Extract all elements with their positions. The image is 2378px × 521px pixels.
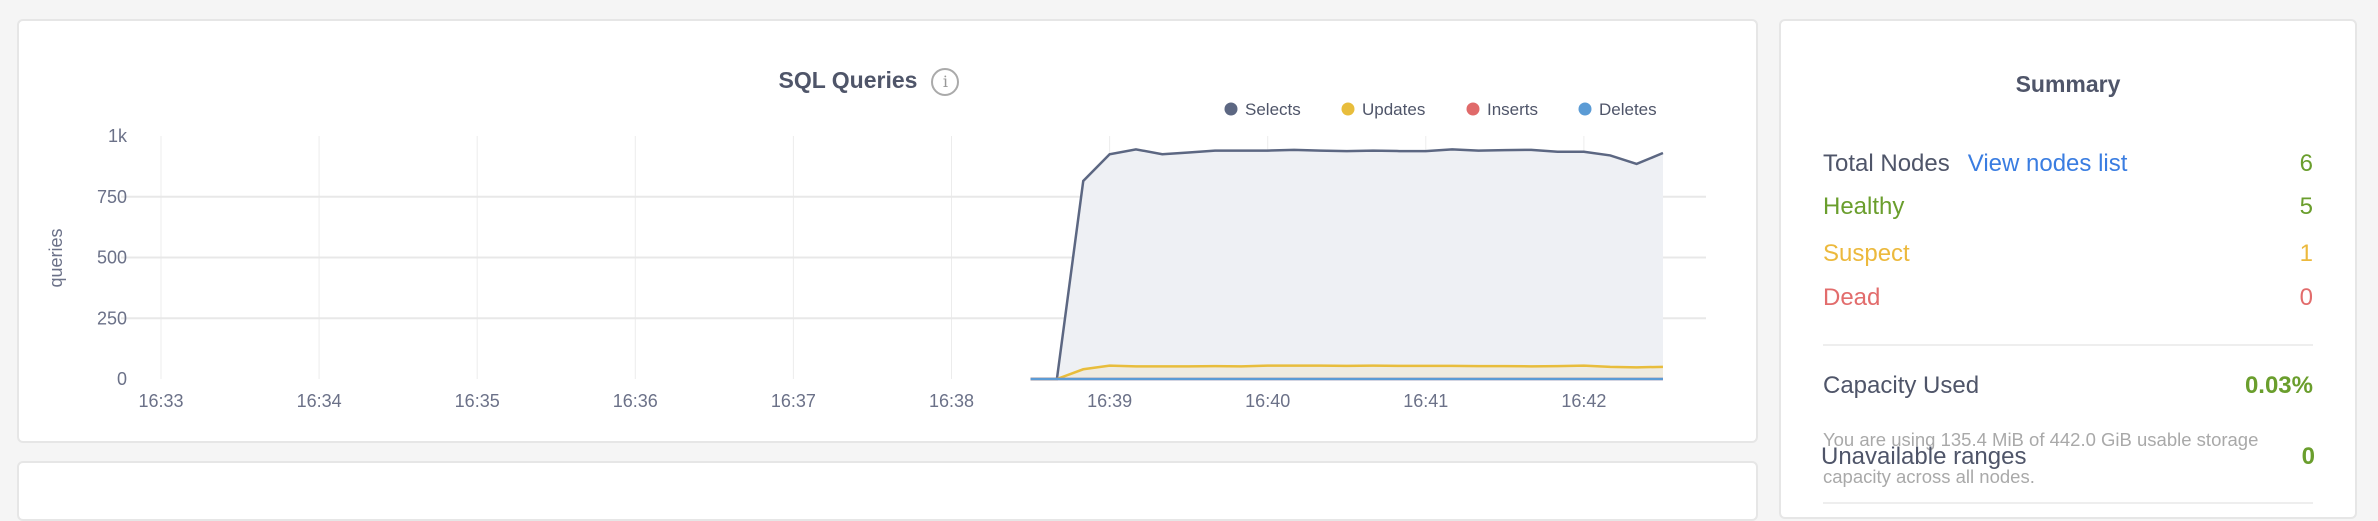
sql-queries-chart: 16:33 16:34 16:35 16:36 16:37 16:38 16:39 16:40… bbox=[46, 100, 1706, 411]
suspect-label: Suspect bbox=[1823, 240, 1910, 267]
unavailable-ranges-value: 0 bbox=[2301, 443, 2315, 470]
healthy-row: Healthy 5 bbox=[1823, 192, 2313, 222]
suspect-row: Suspect 1 bbox=[1823, 239, 2313, 269]
next-chart-card bbox=[17, 461, 1758, 521]
x-tick-label: 16:37 bbox=[771, 391, 816, 411]
dead-row: Dead 0 bbox=[1823, 283, 2313, 313]
divider bbox=[1823, 344, 2313, 346]
x-tick-label: 16:42 bbox=[1561, 391, 1606, 411]
total-nodes-value: 6 bbox=[2299, 150, 2313, 177]
x-tick-label: 16:33 bbox=[138, 391, 183, 411]
legend-label-inserts: Inserts bbox=[1487, 100, 1538, 119]
total-nodes-label: Total Nodes bbox=[1823, 150, 1950, 177]
x-tick-label: 16:34 bbox=[297, 391, 342, 411]
dead-value: 0 bbox=[2299, 284, 2313, 311]
y-axis-label: queries bbox=[46, 228, 66, 287]
x-tick-label: 16:39 bbox=[1087, 391, 1132, 411]
legend-label-updates: Updates bbox=[1362, 100, 1425, 119]
x-tick-label: 16:40 bbox=[1245, 391, 1290, 411]
chart-title-text: SQL Queries bbox=[778, 67, 918, 93]
y-tick-label: 250 bbox=[97, 308, 127, 328]
updates-area bbox=[1030, 365, 1663, 379]
total-nodes-row: Total Nodes View nodes list 6 bbox=[1823, 149, 2313, 179]
updates-line bbox=[1030, 364, 1663, 381]
summary-title: Summary bbox=[2015, 71, 2121, 97]
summary-card: Summary Total Nodes View nodes list 6 Hea… bbox=[1779, 19, 2357, 519]
y-tick-label: 0 bbox=[117, 369, 127, 389]
unavailable-ranges-row: Unavailable ranges 0 bbox=[1821, 442, 2315, 472]
view-nodes-list-link[interactable]: View nodes list bbox=[1967, 150, 2128, 177]
capacity-value: 0.03% bbox=[2244, 372, 2313, 399]
unavailable-ranges-label: Unavailable ranges bbox=[1821, 443, 2027, 470]
info-icon[interactable]: i bbox=[931, 67, 960, 96]
selects-line bbox=[1030, 148, 1664, 381]
updates-legend-dot bbox=[1341, 102, 1355, 116]
x-tick-label: 16:35 bbox=[455, 391, 500, 411]
selects-legend-dot bbox=[1224, 102, 1238, 116]
y-tick-label: 750 bbox=[97, 187, 127, 207]
selects-area bbox=[1030, 149, 1663, 379]
suspect-value: 1 bbox=[2299, 240, 2313, 267]
y-tick-label: 500 bbox=[97, 248, 127, 268]
y-tick-label: 1k bbox=[108, 126, 128, 146]
healthy-value: 5 bbox=[2299, 193, 2313, 220]
deletes-legend-dot bbox=[1578, 102, 1592, 116]
legend-label-selects: Selects bbox=[1245, 100, 1301, 119]
x-tick-label: 16:41 bbox=[1403, 391, 1448, 411]
x-tick-label: 16:38 bbox=[929, 391, 974, 411]
legend-label-deletes: Deletes bbox=[1599, 100, 1657, 119]
inserts-legend-dot bbox=[1466, 102, 1480, 116]
capacity-description: You are using 135.4 MiB of 442.0 GiB usa… bbox=[1823, 429, 2259, 487]
healthy-label: Healthy bbox=[1823, 193, 1905, 220]
divider bbox=[1823, 502, 2313, 504]
capacity-row: Capacity Used 0.03% bbox=[1823, 371, 2313, 401]
capacity-label: Capacity Used bbox=[1823, 372, 1980, 399]
x-tick-label: 16:36 bbox=[613, 391, 658, 411]
chart-title: SQL Queries i bbox=[19, 67, 1719, 96]
dead-label: Dead bbox=[1823, 284, 1881, 311]
